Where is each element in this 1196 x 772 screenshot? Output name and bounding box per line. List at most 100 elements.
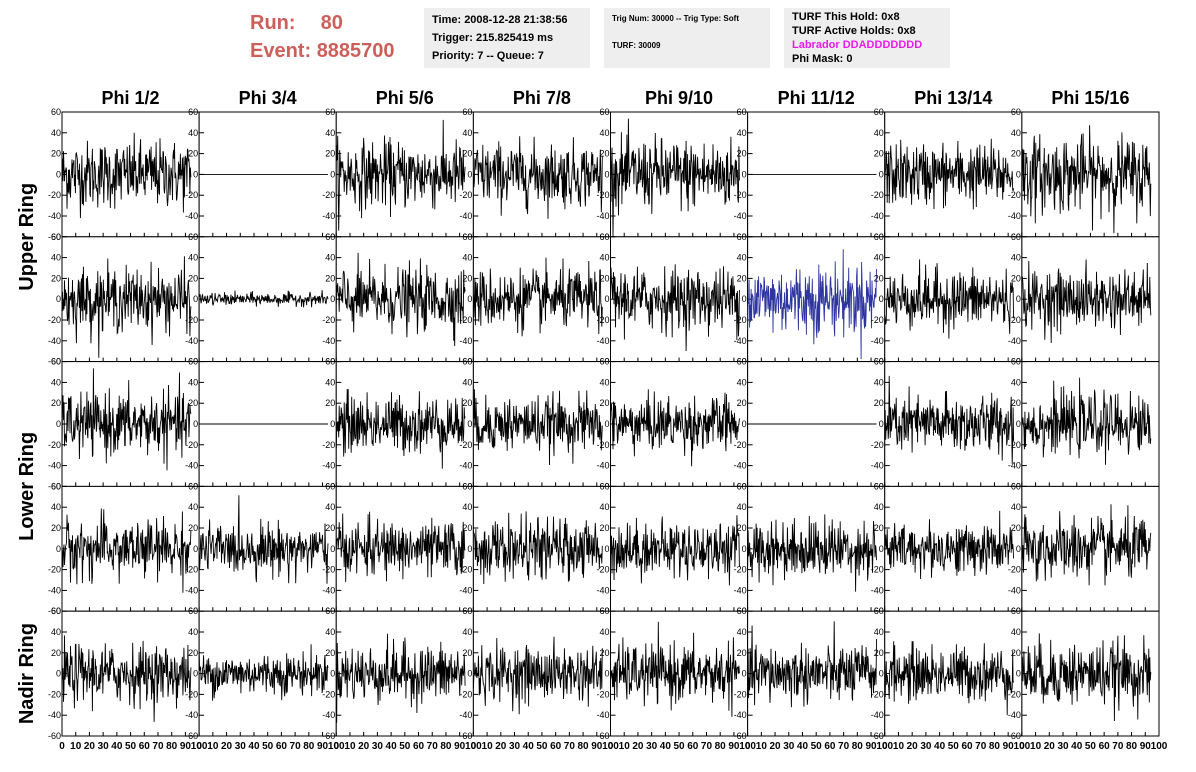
y-tick-label-r5-c5: 60 <box>599 606 609 616</box>
y-tick-label-r2-c4: 0 <box>467 294 472 304</box>
x-tick-label-c2: 80 <box>303 741 315 752</box>
trace-r2-c6 <box>747 249 877 360</box>
x-tick-label-c3: 30 <box>372 741 384 752</box>
y-tick-label-r4-c8: 0 <box>1016 544 1021 554</box>
y-tick-label-r3-c8: -20 <box>1008 440 1021 450</box>
y-tick-label-r3-c1: -60 <box>48 481 61 491</box>
column-header-5: Phi 9/10 <box>645 88 713 108</box>
y-tick-label-r3-c1: -40 <box>48 461 61 471</box>
x-tick-label-c4: 90 <box>591 741 603 752</box>
turf-active-holds-text: TURF Active Holds: 0x8 <box>792 25 916 37</box>
y-tick-label-r2-c5: -40 <box>596 336 609 346</box>
trace-r1-c4 <box>472 136 603 219</box>
x-tick-label-c1: 40 <box>111 741 123 752</box>
y-tick-label-r5-c4: 20 <box>462 648 472 658</box>
x-tick-label-c8: 30 <box>1057 741 1069 752</box>
x-tick-label-c3: 0 <box>333 741 339 752</box>
y-tick-label-r4-c8: 20 <box>1011 523 1021 533</box>
y-tick-label-r1-c1: -60 <box>48 232 61 242</box>
y-tick-label-r4-c3: 60 <box>325 481 335 491</box>
y-tick-label-r3-c5: 20 <box>599 398 609 408</box>
y-tick-label-r1-c7: 0 <box>879 169 884 179</box>
x-tick-label-c7: 20 <box>907 741 919 752</box>
x-tick-label-c3: 60 <box>413 741 425 752</box>
x-tick-label-c8: 40 <box>1071 741 1083 752</box>
run-event-box: Run: 80 Event: 8885700 <box>250 8 420 68</box>
y-tick-label-r1-c1: -40 <box>48 211 61 221</box>
y-tick-label-r4-c1: 0 <box>56 544 61 554</box>
trace-r4-c5 <box>610 515 740 586</box>
y-tick-label-r5-c2: -20 <box>185 689 198 699</box>
turf-status-panel: TURF This Hold: 0x8 TURF Active Holds: 0… <box>784 8 950 68</box>
y-tick-label-r5-c6: 40 <box>737 627 747 637</box>
y-tick-label-r4-c5: 20 <box>599 523 609 533</box>
y-tick-label-r3-c6: 40 <box>737 377 747 387</box>
y-tick-label-r1-c6: 0 <box>742 169 747 179</box>
y-tick-label-r3-c7: 0 <box>879 419 884 429</box>
trace-r3-c3 <box>335 388 466 469</box>
y-tick-label-r4-c3: -20 <box>322 565 335 575</box>
x-tick-label-c8: 10 <box>1030 741 1042 752</box>
y-tick-label-r2-c2: -20 <box>185 315 198 325</box>
x-tick-label-c2: 30 <box>235 741 247 752</box>
y-tick-label-r3-c4: 20 <box>462 398 472 408</box>
y-tick-label-r2-c1: -20 <box>48 315 61 325</box>
y-tick-label-r2-c6: 0 <box>742 294 747 304</box>
trace-r1-c7 <box>884 138 1015 210</box>
y-tick-label-r3-c1: -20 <box>48 440 61 450</box>
y-tick-label-r4-c3: 40 <box>325 502 335 512</box>
y-tick-label-r2-c3: -40 <box>322 336 335 346</box>
x-tick-label-c7: 10 <box>893 741 905 752</box>
column-header-8: Phi 15/16 <box>1051 88 1129 108</box>
y-tick-label-r5-c3: 20 <box>325 648 335 658</box>
y-tick-label-r1-c1: 60 <box>51 107 61 117</box>
x-tick-label-c1: 20 <box>84 741 96 752</box>
x-tick-label-c4: 10 <box>482 741 494 752</box>
trace-r4-c1 <box>61 508 192 593</box>
y-tick-label-r1-c5: 60 <box>599 107 609 117</box>
y-tick-label-r3-c4: -40 <box>459 461 472 471</box>
x-tick-label-c3: 20 <box>358 741 370 752</box>
y-tick-label-r2-c3: -20 <box>322 315 335 325</box>
y-tick-label-r4-c1: 20 <box>51 523 61 533</box>
y-tick-label-r5-c4: 0 <box>467 669 472 679</box>
y-tick-label-r3-c8: 40 <box>1011 377 1021 387</box>
x-tick-label-c7: 50 <box>948 741 960 752</box>
y-tick-label-r5-c1: -20 <box>48 689 61 699</box>
y-tick-label-r1-c5: 0 <box>604 169 609 179</box>
x-tick-label-c5: 20 <box>632 741 644 752</box>
y-tick-label-r4-c8: 60 <box>1011 481 1021 491</box>
y-tick-label-r2-c4: 60 <box>462 232 472 242</box>
y-tick-label-r2-c2: -40 <box>185 336 198 346</box>
x-tick-label-c6: 40 <box>797 741 809 752</box>
y-tick-label-r1-c1: 20 <box>51 149 61 159</box>
x-tick-label-c2: 0 <box>196 741 202 752</box>
y-tick-label-r5-c1: -60 <box>48 731 61 741</box>
trace-r5-c1 <box>61 635 192 722</box>
y-tick-label-r1-c8: -40 <box>1008 211 1021 221</box>
y-tick-label-r1-c2: -20 <box>185 190 198 200</box>
y-tick-label-r2-c5: -20 <box>596 315 609 325</box>
y-tick-label-r3-c1: 40 <box>51 377 61 387</box>
y-tick-label-r4-c5: 60 <box>599 481 609 491</box>
x-tick-label-c1: 70 <box>152 741 164 752</box>
trace-r4-c8 <box>1021 504 1152 586</box>
y-tick-label-r2-c7: -20 <box>871 315 884 325</box>
y-tick-label-r4-c4: -40 <box>459 585 472 595</box>
ring-label-3: Nadir Ring <box>16 623 38 724</box>
y-tick-label-r2-c1: 60 <box>51 232 61 242</box>
y-tick-label-r3-c5: -40 <box>596 461 609 471</box>
trace-r3-c8 <box>1021 377 1152 465</box>
trace-r3-c1 <box>61 368 192 471</box>
y-tick-label-r3-c2: -20 <box>185 440 198 450</box>
y-tick-label-r4-c7: 60 <box>874 481 884 491</box>
y-tick-label-r3-c3: -20 <box>322 440 335 450</box>
column-header-4: Phi 7/8 <box>513 88 571 108</box>
x-tick-label-c6: 30 <box>783 741 795 752</box>
y-tick-label-r3-c2: 60 <box>188 357 198 367</box>
trace-r5-c7 <box>884 641 1015 716</box>
trace-r5-c2 <box>198 644 329 701</box>
x-tick-label-c4: 20 <box>495 741 507 752</box>
column-header-2: Phi 3/4 <box>239 88 297 108</box>
y-tick-label-r4-c6: -20 <box>734 565 747 575</box>
